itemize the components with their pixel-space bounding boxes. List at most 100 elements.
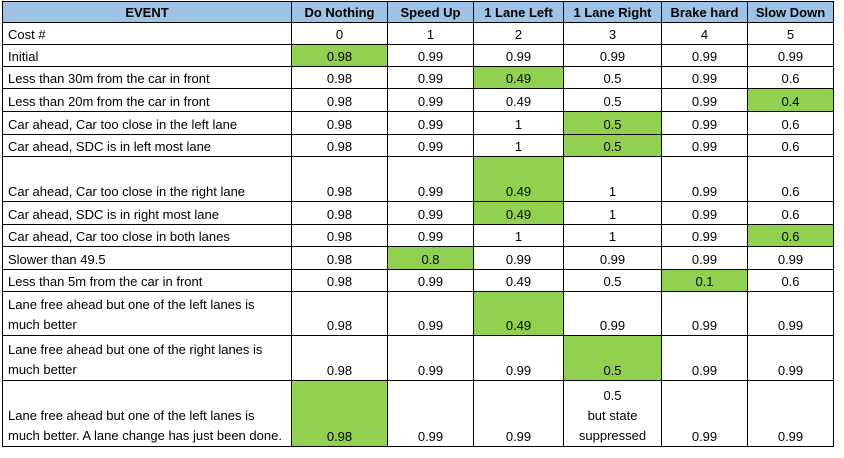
cost-cell: 0.8 <box>387 246 474 270</box>
cost-cell: 0.99 <box>387 44 474 67</box>
event-label: Car ahead, Car too close in both lanes <box>2 224 292 247</box>
suppressed-note-line1: but state <box>587 408 638 423</box>
table-row: Cost # 0 1 2 3 4 5 <box>2 22 834 45</box>
cost-cell: 0.98 <box>291 88 388 112</box>
cost-cell: 0.99 <box>747 246 834 270</box>
event-label: Car ahead, SDC is in left most lane <box>2 134 292 157</box>
header-speed-up: Speed Up <box>387 1 474 23</box>
cost-cell: 0.5 <box>563 134 662 157</box>
header-brake-hard: Brake hard <box>661 1 748 23</box>
cost-cell: 0.99 <box>387 380 474 447</box>
cost-cell: 0.98 <box>291 246 388 270</box>
cost-cell: 0.99 <box>661 291 748 336</box>
table-row: Car ahead, Car too close in both lanes 0… <box>2 224 834 247</box>
event-label: Car ahead, Car too close in the left lan… <box>2 111 292 135</box>
cost-cell: 0.99 <box>387 201 474 225</box>
cost-cell: 0.99 <box>661 156 748 202</box>
cost-table: EVENT Do Nothing Speed Up 1 Lane Left 1 … <box>2 1 834 447</box>
event-label: Lane free ahead but one of the left lane… <box>2 291 292 336</box>
cost-cell: 0.99 <box>747 291 834 336</box>
cost-cell: 0.99 <box>661 44 748 67</box>
cost-cell: 0.98 <box>291 134 388 157</box>
cost-cell: 0.6 <box>747 134 834 157</box>
cost-cell: 1 <box>563 224 662 247</box>
event-label: Slower than 49.5 <box>2 246 292 270</box>
event-label: Less than 20m from the car in front <box>2 88 292 112</box>
event-label: Initial <box>2 44 292 67</box>
cost-cell: 5 <box>747 22 834 45</box>
cost-cell: 0.99 <box>387 66 474 89</box>
cost-cell: 2 <box>473 22 564 45</box>
cost-cell: 0.99 <box>387 111 474 135</box>
header-do-nothing: Do Nothing <box>291 1 388 23</box>
cost-cell: 0.98 <box>291 335 388 381</box>
suppressed-note-line2: suppressed <box>578 428 647 443</box>
event-label: Lane free ahead but one of the left lane… <box>2 380 292 447</box>
table-row: Lane free ahead but one of the left lane… <box>2 291 834 336</box>
cost-cell: 1 <box>563 156 662 202</box>
cost-cell: 0.49 <box>473 291 564 336</box>
cost-cell: 0.6 <box>747 269 834 292</box>
cost-cell: 0.98 <box>291 380 388 447</box>
header-event: EVENT <box>2 1 292 23</box>
cost-cell: 0.99 <box>661 134 748 157</box>
header-slow-down: Slow Down <box>747 1 834 23</box>
cost-cell: 0.99 <box>563 291 662 336</box>
event-label: Less than 30m from the car in front <box>2 66 292 89</box>
cost-cell: 1 <box>387 22 474 45</box>
cost-cell: 1 <box>473 224 564 247</box>
header-row: EVENT Do Nothing Speed Up 1 Lane Left 1 … <box>2 1 834 23</box>
cost-cell: 0.1 <box>661 269 748 292</box>
table-row: Initial 0.98 0.99 0.99 0.99 0.99 0.99 <box>2 44 834 67</box>
cost-cell: 0.99 <box>747 380 834 447</box>
cost-cell: 0.99 <box>563 44 662 67</box>
cost-cell: 0.99 <box>387 224 474 247</box>
cost-cell: 1 <box>473 111 564 135</box>
cost-cell: 0.6 <box>747 66 834 89</box>
cost-cell: 0.99 <box>387 88 474 112</box>
cost-cell: 0.99 <box>387 269 474 292</box>
header-1-lane-right: 1 Lane Right <box>563 1 662 23</box>
cost-cell: 0.99 <box>747 44 834 67</box>
cost-cell: 0.5 <box>563 111 662 135</box>
cost-cell: 0.98 <box>291 201 388 225</box>
cost-cell: 0.98 <box>291 224 388 247</box>
cost-cell: 1 <box>563 201 662 225</box>
suppressed-value: 0.5 <box>603 388 622 403</box>
cost-cell: 0.98 <box>291 111 388 135</box>
cost-cell: 0.6 <box>747 224 834 247</box>
cost-cell: 0.99 <box>387 291 474 336</box>
cost-cell: 0 <box>291 22 388 45</box>
cost-cell: 0.6 <box>747 201 834 225</box>
table-row: Less than 30m from the car in front 0.98… <box>2 66 834 89</box>
cost-cell: 0.99 <box>661 111 748 135</box>
event-label: Car ahead, SDC is in right most lane <box>2 201 292 225</box>
table-row: Less than 5m from the car in front 0.98 … <box>2 269 834 292</box>
cost-cell: 4 <box>661 22 748 45</box>
cost-cell: 0.99 <box>473 380 564 447</box>
cost-cell: 0.99 <box>747 335 834 381</box>
event-label: Lane free ahead but one of the right lan… <box>2 335 292 381</box>
table-row: Car ahead, SDC is in left most lane 0.98… <box>2 134 834 157</box>
cost-cell: 0.99 <box>387 134 474 157</box>
cost-cell: 1 <box>473 134 564 157</box>
cost-cell: 0.5 <box>563 88 662 112</box>
cost-cell: 0.99 <box>473 44 564 67</box>
cost-cell: 0.5 <box>563 269 662 292</box>
table-row: Lane free ahead but one of the left lane… <box>2 380 834 447</box>
cost-cell: 0.5 <box>563 335 662 381</box>
cost-cell: 0.99 <box>661 224 748 247</box>
cost-cell: 3 <box>563 22 662 45</box>
cost-cell: 0.99 <box>661 335 748 381</box>
cost-cell: 0.4 <box>747 88 834 112</box>
table-row: Lane free ahead but one of the right lan… <box>2 335 834 381</box>
cost-cell: 0.99 <box>563 246 662 270</box>
header-1-lane-left: 1 Lane Left <box>473 1 564 23</box>
cost-cell: 0.49 <box>473 88 564 112</box>
cost-cell: 0.99 <box>661 246 748 270</box>
cost-cell: 0.5 <box>563 66 662 89</box>
cost-cell: 0.99 <box>473 246 564 270</box>
cost-cell: 0.98 <box>291 291 388 336</box>
table-row: Car ahead, Car too close in the left lan… <box>2 111 834 135</box>
cost-cell: 0.98 <box>291 44 388 67</box>
